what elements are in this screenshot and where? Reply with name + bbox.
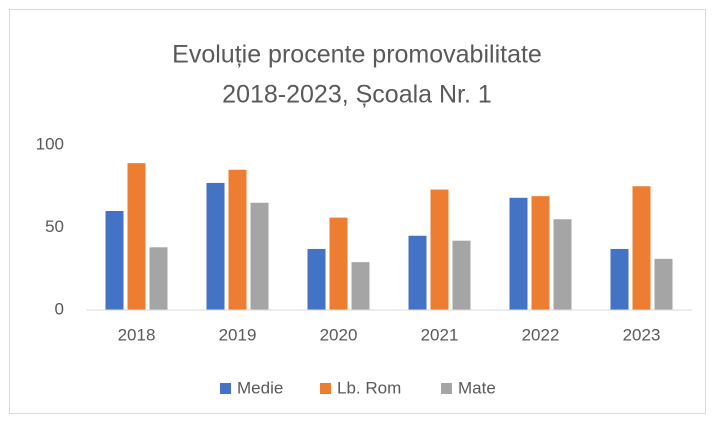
bar [553, 219, 572, 310]
bar [307, 248, 326, 310]
x-tick-label: 2022 [522, 325, 560, 344]
y-tick-label: 0 [55, 299, 64, 318]
bar [452, 240, 471, 310]
legend-label: Lb. Rom [337, 378, 401, 397]
x-tick-label: 2018 [118, 325, 156, 344]
x-tick-label: 2023 [623, 325, 661, 344]
bar [531, 196, 550, 310]
y-tick-label: 50 [45, 217, 64, 236]
x-tick-label: 2021 [421, 325, 459, 344]
x-tick-label: 2019 [219, 325, 257, 344]
bar [105, 211, 124, 310]
bar [654, 258, 673, 310]
bar [509, 197, 528, 310]
chart-title: 2018-2023, Școala Nr. 1 [222, 81, 492, 109]
bar [250, 202, 269, 310]
bar [206, 182, 225, 310]
chart-border [9, 9, 706, 414]
bar [430, 189, 449, 310]
bar [329, 217, 348, 310]
bar [228, 169, 247, 310]
legend-label: Mate [458, 378, 496, 397]
bar [610, 248, 629, 310]
legend-label: Medie [237, 378, 283, 397]
bar [408, 235, 427, 310]
legend-swatch [320, 383, 331, 394]
y-tick-label: 100 [36, 134, 64, 153]
bar [632, 186, 651, 310]
chart-title: Evoluție procente promovabilitate [172, 41, 542, 69]
legend-swatch [220, 383, 231, 394]
legend-swatch [441, 383, 452, 394]
bar [149, 247, 168, 310]
x-tick-label: 2020 [320, 325, 358, 344]
bar [351, 262, 370, 310]
bar [127, 163, 146, 310]
